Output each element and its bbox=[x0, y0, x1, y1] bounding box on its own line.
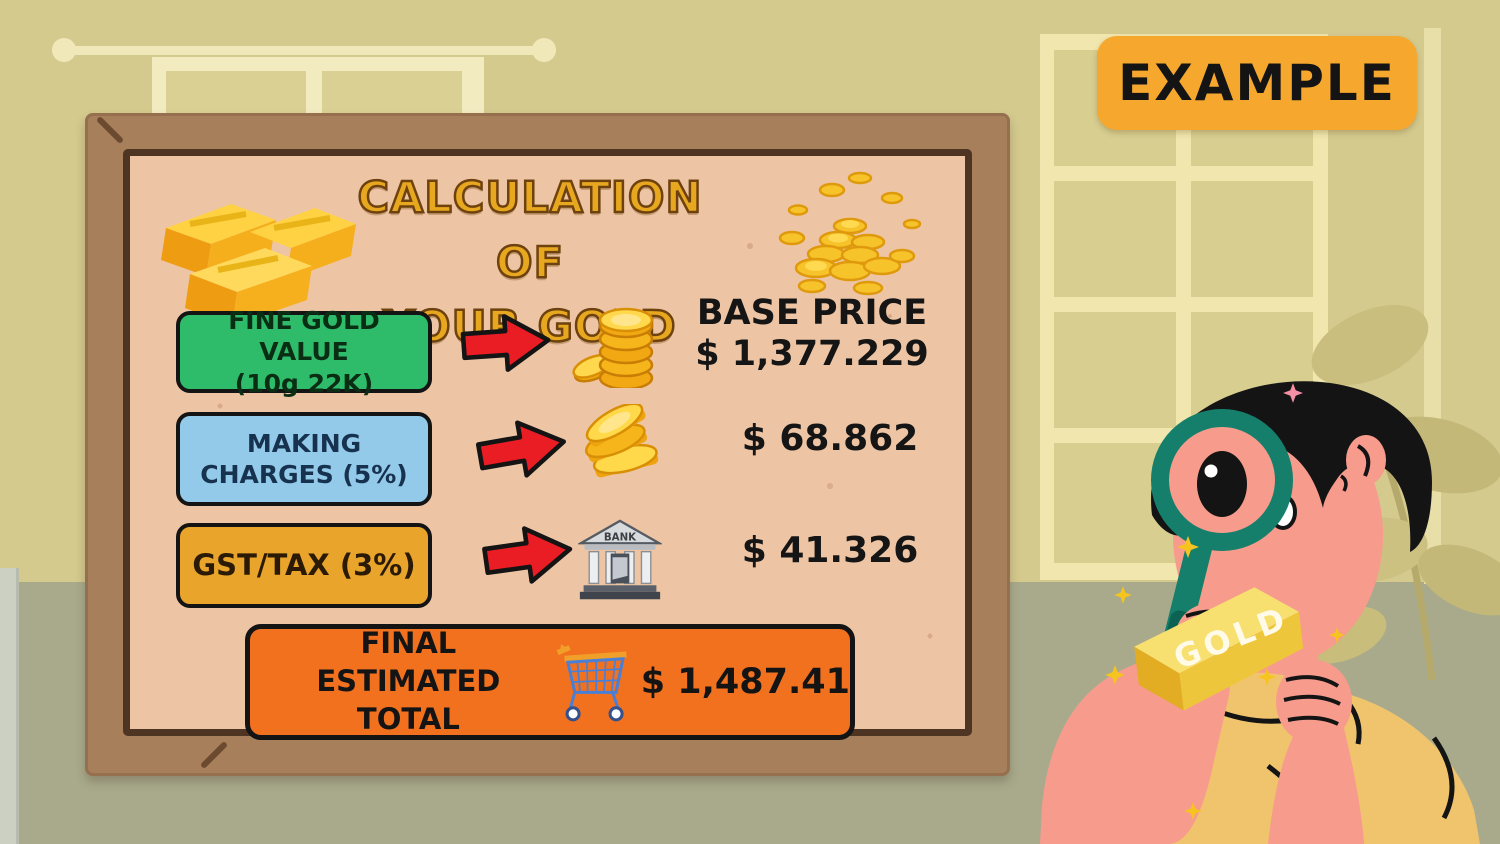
right-forearm bbox=[1268, 720, 1364, 844]
making-charges-label: MAKING bbox=[246, 428, 362, 458]
fine-gold-value-label: FINE GOLD VALUE bbox=[228, 306, 380, 367]
base-price-title: BASE PRICE bbox=[696, 293, 928, 333]
red-arrow-icon bbox=[460, 314, 551, 372]
fine-gold-value-sublabel: (10g 22K) bbox=[234, 368, 374, 398]
gst-tax-value: $ 41.326 bbox=[741, 530, 919, 571]
final-total-label: FINAL ESTIMATED TOTAL bbox=[268, 625, 549, 738]
frame-corner-mark bbox=[199, 740, 229, 770]
ear bbox=[1346, 435, 1386, 485]
final-total-bar: FINAL ESTIMATED TOTAL $ 1,487.41 bbox=[245, 624, 855, 740]
final-total-value: $ 1,487.41 bbox=[640, 662, 850, 702]
gst-tax-box: GST/TAX (3%) bbox=[176, 523, 432, 608]
cheek-line bbox=[1339, 474, 1348, 492]
window-pane bbox=[1191, 181, 1313, 297]
gold-coin-stack-icon bbox=[572, 307, 654, 388]
curtain-rod-finial bbox=[52, 38, 76, 62]
magnified-eye bbox=[1197, 451, 1247, 517]
bank-icon-label: BANK bbox=[604, 531, 637, 543]
frame-corner-mark bbox=[95, 115, 125, 145]
base-price-value: $ 1,377.229 bbox=[695, 334, 929, 375]
making-charges-sublabel: CHARGES (5%) bbox=[200, 460, 408, 489]
final-total-label-line1: FINAL ESTIMATED bbox=[316, 626, 501, 699]
red-arrow-icon bbox=[482, 526, 573, 584]
right-eye bbox=[1312, 444, 1332, 472]
example-badge: EXAMPLE bbox=[1097, 36, 1417, 130]
fine-gold-value-box: FINE GOLD VALUE (10g 22K) bbox=[176, 306, 432, 398]
curtain-rod-finial bbox=[532, 38, 556, 62]
curtain-rod bbox=[58, 46, 550, 55]
board-title-line1: CALCULATION OF bbox=[356, 172, 703, 289]
final-total-label-line2: TOTAL bbox=[356, 701, 460, 736]
ear-line bbox=[1356, 444, 1371, 477]
window-pane bbox=[1054, 312, 1176, 428]
right-hand-fingers bbox=[1283, 675, 1341, 726]
right-hand bbox=[1276, 660, 1352, 744]
gold-coin-pile-icon bbox=[778, 171, 922, 296]
shopping-cart-icon bbox=[556, 644, 627, 722]
red-arrow-icon bbox=[475, 420, 566, 478]
example-badge-label: EXAMPLE bbox=[1118, 54, 1396, 112]
gold-coins-tilted-icon bbox=[584, 404, 659, 478]
making-charges-value: $ 68.862 bbox=[741, 418, 919, 459]
eye-highlight bbox=[1204, 464, 1218, 478]
character-inspecting-gold: GOLD bbox=[1040, 304, 1500, 844]
wall-edge-strip bbox=[0, 568, 19, 844]
bank-icon: BANK bbox=[578, 519, 662, 600]
window-pane bbox=[1054, 181, 1176, 297]
gst-tax-label: GST/TAX (3%) bbox=[192, 548, 416, 583]
making-charges-box: MAKING CHARGES (5%) bbox=[176, 412, 432, 506]
base-price-block: BASE PRICE $ 1,377.229 bbox=[664, 293, 960, 376]
